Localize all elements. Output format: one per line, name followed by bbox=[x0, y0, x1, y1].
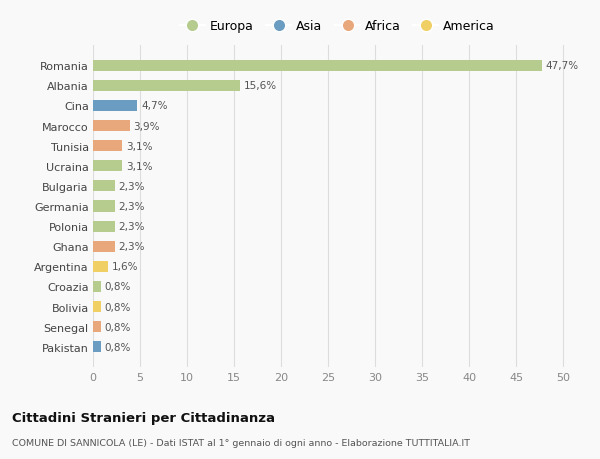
Text: 2,3%: 2,3% bbox=[118, 181, 145, 191]
Bar bbox=[93, 81, 240, 92]
Bar bbox=[93, 181, 115, 192]
Bar bbox=[93, 141, 122, 152]
Bar bbox=[93, 61, 542, 72]
Text: 1,6%: 1,6% bbox=[112, 262, 139, 272]
Bar bbox=[93, 321, 101, 332]
Text: 47,7%: 47,7% bbox=[545, 61, 578, 71]
Text: 3,1%: 3,1% bbox=[126, 162, 152, 171]
Bar bbox=[93, 302, 101, 313]
Text: 3,1%: 3,1% bbox=[126, 141, 152, 151]
Bar bbox=[93, 341, 101, 353]
Bar bbox=[93, 161, 122, 172]
Text: 0,8%: 0,8% bbox=[104, 302, 131, 312]
Legend: Europa, Asia, Africa, America: Europa, Asia, Africa, America bbox=[180, 20, 495, 33]
Text: 0,8%: 0,8% bbox=[104, 282, 131, 292]
Bar bbox=[93, 281, 101, 292]
Text: 3,9%: 3,9% bbox=[133, 121, 160, 131]
Text: 15,6%: 15,6% bbox=[244, 81, 277, 91]
Bar bbox=[93, 261, 108, 272]
Bar bbox=[93, 221, 115, 232]
Text: COMUNE DI SANNICOLA (LE) - Dati ISTAT al 1° gennaio di ogni anno - Elaborazione : COMUNE DI SANNICOLA (LE) - Dati ISTAT al… bbox=[12, 438, 470, 448]
Bar bbox=[93, 101, 137, 112]
Text: 4,7%: 4,7% bbox=[141, 101, 167, 111]
Text: 0,8%: 0,8% bbox=[104, 322, 131, 332]
Bar bbox=[93, 201, 115, 212]
Bar bbox=[93, 241, 115, 252]
Bar bbox=[93, 121, 130, 132]
Text: 2,3%: 2,3% bbox=[118, 202, 145, 212]
Text: 2,3%: 2,3% bbox=[118, 222, 145, 232]
Text: 0,8%: 0,8% bbox=[104, 342, 131, 352]
Text: 2,3%: 2,3% bbox=[118, 242, 145, 252]
Text: Cittadini Stranieri per Cittadinanza: Cittadini Stranieri per Cittadinanza bbox=[12, 412, 275, 425]
